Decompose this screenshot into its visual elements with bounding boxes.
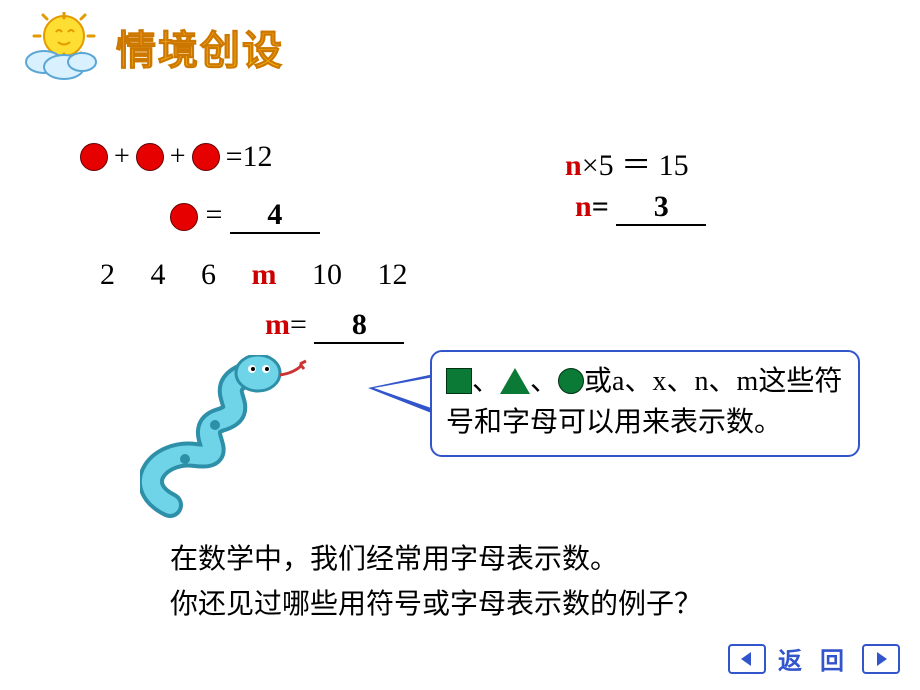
- n-answer: 3: [616, 190, 706, 226]
- sep: 、: [530, 366, 558, 397]
- red-dot-icon: [136, 143, 164, 171]
- letter-n: n: [695, 366, 709, 397]
- page-title: 情境创设: [116, 18, 284, 76]
- next-button[interactable]: [862, 644, 900, 674]
- sep: 、: [709, 366, 737, 397]
- seq-var-m: m: [252, 258, 277, 291]
- equals-12: =12: [226, 140, 273, 174]
- red-dot-icon: [170, 203, 198, 231]
- letter-m: m: [737, 366, 759, 397]
- chevron-left-icon: [737, 650, 757, 668]
- seq-item: 6: [201, 258, 216, 291]
- n-expr-rest: ×5 ＝ 15: [582, 149, 689, 182]
- var-m: m: [265, 308, 290, 341]
- var-n: n: [565, 149, 582, 182]
- equals-sign: =: [592, 190, 609, 223]
- n-solution: n= 3: [575, 190, 706, 226]
- header: 情境创设: [20, 12, 284, 82]
- equals-sign: =: [290, 308, 307, 341]
- seq-item: 10: [312, 258, 342, 291]
- speech-bubble: 、、或a、x、n、m这些符号和字母可以用来表示数。: [430, 350, 860, 457]
- var-n: n: [575, 190, 592, 223]
- dot-answer: 4: [230, 198, 320, 234]
- bubble-tail-inner: [374, 377, 434, 409]
- seq-item: 4: [151, 258, 166, 291]
- m-solution: m= 8: [265, 308, 404, 344]
- equation-dots-row: + + =12 n×5 ＝ 15: [80, 140, 860, 179]
- triangle-icon: [500, 368, 530, 394]
- equation-n: n×5 ＝ 15: [565, 140, 689, 184]
- seq-item: 2: [100, 258, 115, 291]
- prev-button[interactable]: [728, 644, 766, 674]
- bottom-line-1: 在数学中，我们经常用字母表示数。: [170, 538, 702, 583]
- red-dot-icon: [192, 143, 220, 171]
- letter-x: x: [653, 366, 667, 397]
- square-icon: [446, 368, 472, 394]
- bottom-line-2: 你还见过哪些用符号或字母表示数的例子？: [170, 583, 702, 628]
- number-sequence: 2 4 6 m 10 12: [100, 258, 436, 292]
- letter-a: a: [612, 366, 624, 397]
- seq-item: 12: [378, 258, 408, 291]
- dots-sum-expression: + + =12: [80, 140, 273, 174]
- chevron-right-icon: [871, 650, 891, 668]
- sep: 、: [667, 366, 695, 397]
- red-dot-icon: [80, 143, 108, 171]
- sep: 、: [624, 366, 652, 397]
- plus-sign: +: [170, 141, 186, 173]
- bottom-explanation: 在数学中，我们经常用字母表示数。 你还见过哪些用符号或字母表示数的例子？: [170, 538, 702, 628]
- plus-sign: +: [114, 141, 130, 173]
- snake-character-icon: [140, 355, 350, 520]
- nav-bar: 返 回: [728, 641, 900, 676]
- back-label[interactable]: 返 回: [778, 641, 850, 676]
- dot-solution: = 4: [170, 198, 320, 234]
- circle-icon: [558, 368, 584, 394]
- mid-word: 或: [584, 366, 612, 397]
- sep: 、: [472, 366, 500, 397]
- m-answer: 8: [314, 308, 404, 344]
- sun-cloud-icon: [20, 12, 110, 82]
- equals-sign: =: [206, 198, 223, 231]
